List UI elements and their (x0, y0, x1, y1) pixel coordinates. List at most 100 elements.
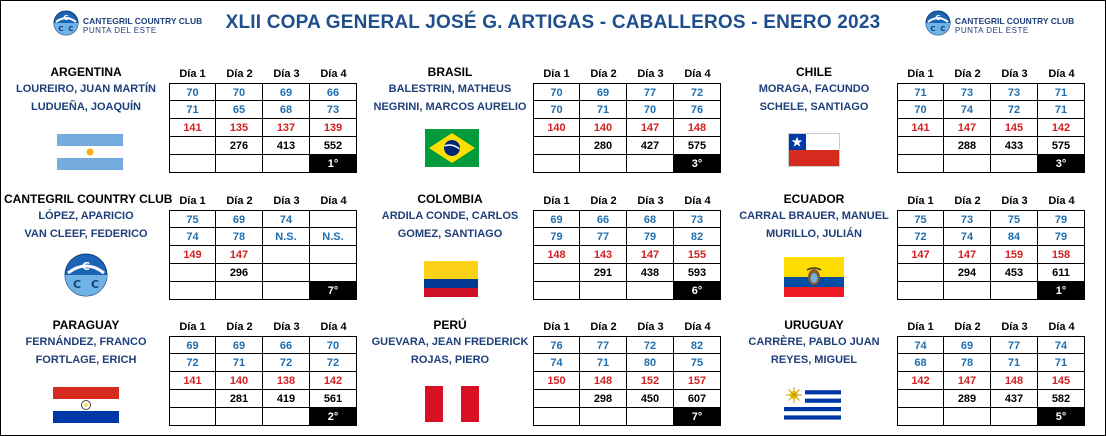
total-cell: 141 (897, 119, 944, 137)
total-cell: 140 (533, 119, 580, 137)
place-badge: 3° (1038, 155, 1085, 173)
cumulative-cell: 419 (263, 390, 310, 408)
cumulative-cell (897, 390, 944, 408)
cumulative-cell (533, 264, 580, 282)
score-cell: 84 (991, 228, 1038, 246)
cumulative-cell (263, 264, 310, 282)
score-cell: 72 (674, 83, 721, 101)
team-block: CANTEGRIL COUNTRY CLUB LÓPEZ, APARICIO VAN… (4, 189, 364, 300)
score-cell: 71 (1038, 83, 1085, 101)
team-block: ARGENTINA LOUREIRO, JUAN MARTÍN LUDUEÑA, J… (4, 62, 364, 173)
place-cell (263, 282, 310, 300)
cumulative-cell: 296 (216, 264, 263, 282)
score-cell: 71 (897, 83, 944, 101)
cumulative-cell: 288 (944, 137, 991, 155)
team-block: BRASIL BALESTRIN, MATHEUS NEGRINI, MARCOS … (368, 62, 728, 173)
total-cell: 142 (897, 372, 944, 390)
score-cell: 77 (580, 336, 627, 354)
score-cell: 69 (263, 83, 310, 101)
paraguay-flag-icon (53, 387, 119, 423)
club-location: PUNTA DEL ESTE (83, 26, 157, 35)
svg-text:C: C (935, 14, 940, 22)
chile-flag-icon (788, 133, 840, 167)
score-cell: 74 (897, 336, 944, 354)
day-header: Día 1 (179, 195, 206, 207)
day-header: Día 1 (179, 68, 206, 80)
score-cell: 71 (216, 354, 263, 372)
score-cell: 75 (897, 210, 944, 228)
cumulative-cell (169, 264, 216, 282)
place-cell (216, 408, 263, 426)
team-block: URUGUAY CARRÈRE, PABLO JUAN REYES, MIGUEL D… (732, 315, 1092, 426)
score-cell: 69 (216, 336, 263, 354)
place-cell (533, 155, 580, 173)
score-cell: 75 (991, 210, 1038, 228)
day-header: Día 4 (684, 321, 711, 333)
total-cell: 140 (580, 119, 627, 137)
score-cell: 77 (627, 83, 674, 101)
day-header: Día 2 (590, 68, 617, 80)
total-cell: 147 (944, 119, 991, 137)
score-cell: 68 (897, 354, 944, 372)
cumulative-cell: 450 (627, 390, 674, 408)
total-cell: 157 (674, 372, 721, 390)
score-cell: N.S. (263, 228, 310, 246)
score-cell: 79 (1038, 210, 1085, 228)
cumulative-cell: 291 (580, 264, 627, 282)
team-block: PERÚ GUEVARA, JEAN FREDERICK ROJAS, PIERO D… (368, 315, 728, 426)
total-cell: 147 (627, 119, 674, 137)
country-name: CHILE (796, 65, 832, 79)
day-header: Día 3 (273, 68, 300, 80)
svg-text:C: C (63, 14, 68, 22)
day-header: Día 3 (1001, 195, 1028, 207)
day-header: Día 2 (954, 195, 981, 207)
score-cell: 73 (674, 210, 721, 228)
day-header: Día 4 (1048, 321, 1075, 333)
total-cell: 143 (580, 246, 627, 264)
day-header: Día 1 (543, 195, 570, 207)
day-header: Día 4 (1048, 195, 1075, 207)
place-badge: 5° (1038, 408, 1085, 426)
place-cell (580, 155, 627, 173)
score-cell: 65 (216, 101, 263, 119)
total-cell: 141 (169, 372, 216, 390)
club-emblem-icon: C C C (53, 10, 79, 36)
country-name: COLOMBIA (417, 192, 483, 206)
score-cell: 76 (533, 336, 580, 354)
country-name: PARAGUAY (52, 318, 120, 332)
total-cell: 137 (263, 119, 310, 137)
cumulative-cell: 575 (674, 137, 721, 155)
cumulative-cell: 281 (216, 390, 263, 408)
score-cell: 69 (169, 336, 216, 354)
day-header: Día 2 (954, 321, 981, 333)
place-cell (169, 282, 216, 300)
place-cell (263, 408, 310, 426)
uruguay-flag-icon (784, 386, 841, 424)
team-block: CHILE MORAGA, FACUNDO SCHELE, SANTIAGO Día … (732, 62, 1092, 173)
cumulative-cell (897, 137, 944, 155)
score-cell: 69 (216, 210, 263, 228)
day-header: Día 3 (273, 195, 300, 207)
total-cell: 147 (216, 246, 263, 264)
score-cell: 68 (263, 101, 310, 119)
score-cell: 72 (897, 228, 944, 246)
day-header: Día 2 (226, 321, 253, 333)
cumulative-cell: 276 (216, 137, 263, 155)
day-header: Día 1 (543, 321, 570, 333)
day-header: Día 1 (907, 68, 934, 80)
player-name: MURILLO, JULIÁN (766, 228, 862, 240)
country-name: ARGENTINA (50, 65, 122, 79)
score-cell: 72 (310, 354, 357, 372)
team-block: PARAGUAY FERNÁNDEZ, FRANCO FORTLAGE, ERICH… (4, 315, 364, 426)
score-cell: 70 (533, 101, 580, 119)
place-cell (991, 155, 1038, 173)
total-cell: 150 (533, 372, 580, 390)
day-header: Día 2 (954, 68, 981, 80)
cumulative-cell (169, 137, 216, 155)
place-cell (944, 408, 991, 426)
score-cell: 79 (1038, 228, 1085, 246)
day-header: Día 4 (684, 195, 711, 207)
ecuador-flag-icon (784, 257, 844, 297)
